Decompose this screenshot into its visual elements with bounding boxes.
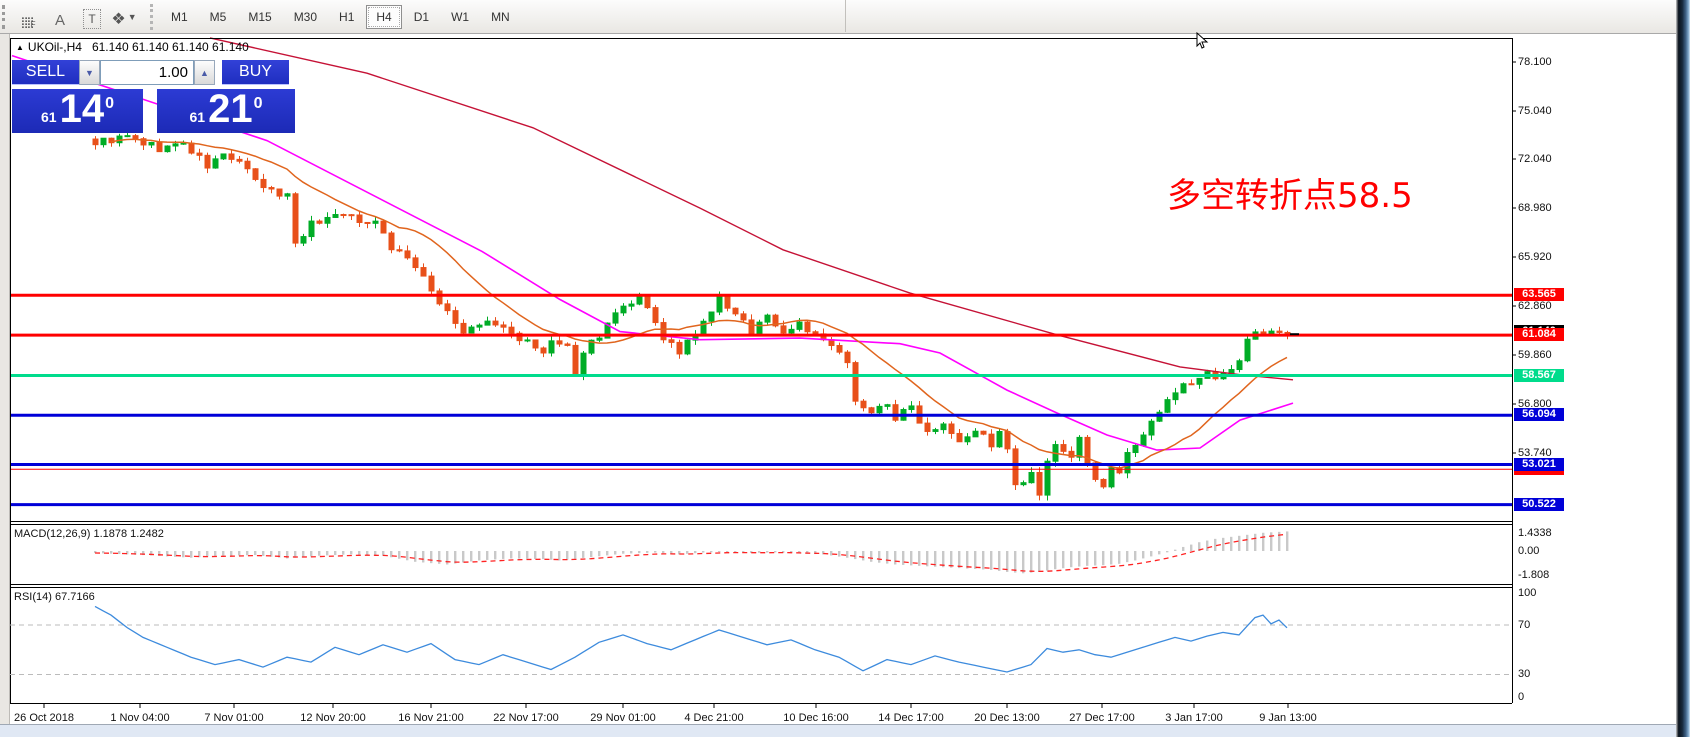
tf-button-mn[interactable]: MN [491,9,510,24]
price-scale-tick: 75.040 [1518,105,1552,117]
toolbar-drag-handle[interactable] [2,4,12,29]
panel-gap [143,89,157,133]
tf-button-h4[interactable]: H4 [366,4,402,29]
tf-button-m15[interactable]: M15 [248,9,272,24]
rsi-line [94,605,1288,673]
ma-fast-orange [110,138,1288,470]
time-axis-label: 20 Dec 13:00 [974,712,1040,724]
window-left-edge [0,33,10,725]
chevron-down-icon: ▼ [127,11,137,22]
buy-price-prefix: 61 [189,109,206,125]
buy-price-main: 21 [208,87,253,131]
profile-grid-icon[interactable]: ⣿⣿ F [15,5,41,29]
time-axis-label: 10 Dec 16:00 [783,712,849,724]
grid-sub-label: F [30,19,36,29]
time-axis-label: 4 Dec 21:00 [684,712,744,724]
rsi-scale-tick: 0 [1518,691,1525,703]
macd-histogram [94,531,1289,574]
tf-button-m30[interactable]: M30 [293,9,318,24]
ma-medium-magenta [11,54,1294,451]
macd-scale-tick: 1.4338 [1518,527,1552,539]
toolbar-separator [150,3,154,30]
level-price-label: 53.021 [1514,457,1564,471]
background-window-edge [1676,0,1690,737]
level-price-label: 63.565 [1514,288,1564,302]
time-axis-label: 16 Nov 21:00 [398,712,464,724]
level-price-label: 58.567 [1514,368,1564,382]
window-bottom-edge [0,724,1690,737]
tf-button-d1[interactable]: D1 [413,9,430,24]
sell-price-quote[interactable]: 61 14 0 [12,89,143,133]
time-axis-label: 12 Nov 20:00 [300,712,366,724]
macd-scale-tick: -1.808 [1518,569,1550,581]
indicators-icon[interactable]: ❖ ▼ [111,5,137,29]
toolbar: ⣿⣿ F A T ❖ ▼ M1 M5 M15 M30 H1 H4 D1 W1 MN [0,0,1690,34]
time-axis-label: 7 Nov 01:00 [204,712,264,724]
level-price-label: 50.522 [1514,497,1564,511]
time-axis-label: 22 Nov 17:00 [493,712,559,724]
sell-price-sup: 0 [105,95,114,112]
buy-price-sup: 0 [253,95,263,112]
level-price-label: 56.094 [1514,408,1564,422]
volume-input[interactable] [100,60,194,85]
volume-increase-button[interactable]: ▲ [194,60,215,85]
macd-indicator-label: MACD(12,26,9) 1.1878 1.2482 [14,528,164,540]
mouse-cursor-icon [1196,32,1209,49]
symbol-marker-icon: ▲ [16,43,24,52]
chart-text-annotation: 多空转折点58.5 [1167,176,1413,216]
rsi-scale-tick: 30 [1518,668,1531,680]
grid-glyph: ⣿⣿ [20,16,34,29]
current-price-marker [1290,333,1299,336]
sell-button[interactable]: SELL [12,60,79,85]
toolbar-divider [845,0,846,32]
time-axis-label: 3 Jan 17:00 [1165,712,1223,724]
ohlc-values: 61.140 61.140 61.140 61.140 [91,40,249,54]
price-scale-tick: 62.860 [1518,300,1552,312]
time-axis-label: 9 Jan 13:00 [1259,712,1317,724]
candles-layer [92,132,1291,501]
timeframe-button-group: M1 M5 M15 M30 H1 H4 D1 W1 MN [160,4,521,29]
font-glyph: A [54,11,65,29]
font-icon[interactable]: A [47,5,73,29]
time-axis-label: 14 Dec 17:00 [878,712,944,724]
one-click-trading-panel: SELL ▼ ▲ BUY 61 14 0 61 21 0 [12,60,295,133]
chart-title: ▲ UKOil-,H4 61.140 61.140 61.140 61.140 [16,40,249,54]
time-axis-label: 27 Dec 17:00 [1069,712,1135,724]
rsi-scale-tick: 70 [1518,619,1531,631]
price-scale-tick: 56.800 [1518,398,1552,410]
price-scale-tick: 53.740 [1518,447,1552,459]
tf-button-m5[interactable]: M5 [209,9,227,24]
time-axis-label: 29 Nov 01:00 [590,712,656,724]
ma-slow-crimson [209,37,1294,381]
macd-signal-line [94,533,1288,573]
rsi-indicator-label: RSI(14) 67.7166 [14,591,95,603]
level-price-label: 61.084 [1514,328,1564,342]
symbol-period-label: UKOil-,H4 [27,40,82,54]
price-scale-tick: 68.980 [1518,202,1552,214]
tf-button-w1[interactable]: W1 [451,9,470,24]
indicators-glyph: ❖ [111,10,126,28]
tf-button-h1[interactable]: H1 [339,9,355,24]
rsi-scale-tick: 100 [1518,587,1537,599]
panel-gap [215,60,222,85]
macd-scale-tick: 0.00 [1518,545,1540,557]
tf-button-m1[interactable]: M1 [171,9,188,24]
price-scale-tick: 72.040 [1518,153,1552,165]
time-axis-label: 26 Oct 2018 [14,712,74,724]
text-glyph: T [83,8,101,29]
sell-price-prefix: 61 [41,109,57,125]
sell-price-main: 14 [59,87,105,131]
text-label-icon[interactable]: T [79,5,105,29]
price-scale-tick: 78.100 [1518,56,1552,68]
volume-decrease-button[interactable]: ▼ [79,60,100,85]
buy-button[interactable]: BUY [222,60,289,85]
price-scale-tick: 65.920 [1518,251,1552,263]
price-scale-tick: 59.860 [1518,349,1552,361]
time-axis-label: 1 Nov 04:00 [110,712,170,724]
buy-price-quote[interactable]: 61 21 0 [157,89,295,133]
